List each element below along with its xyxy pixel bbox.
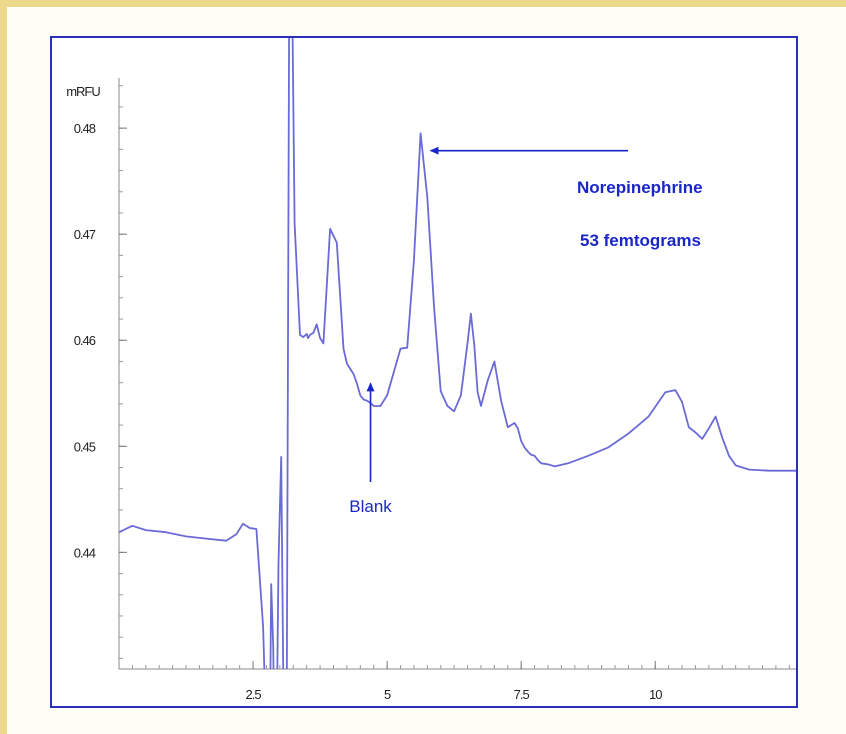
- norepinephrine-label: Norepinephrine: [577, 178, 703, 197]
- frame-left-border: [0, 0, 7, 734]
- plot-area: [119, 38, 796, 669]
- x-tick-label: 7.5: [514, 687, 530, 702]
- frame-top-border: [0, 0, 846, 7]
- x-tick-label: 5: [384, 687, 391, 702]
- x-tick-label: 2.5: [246, 687, 262, 702]
- y-axis-label: mRFU: [66, 84, 100, 99]
- annotations: Norepinephrine 53 femtograms Blank: [349, 146, 703, 516]
- chromatogram-chart: 0.44 0.45 0.46 0.47 0.48 mRFU 2.5 5 7.5 10 Norepi…: [66, 38, 796, 702]
- y-tick-label: 0.45: [74, 439, 96, 454]
- y-tick-label: 0.46: [74, 333, 96, 348]
- amount-label: 53 femtograms: [580, 231, 701, 250]
- chromatogram-trace: [119, 38, 796, 669]
- y-tick-label: 0.48: [74, 121, 96, 136]
- y-tick-label: 0.44: [74, 545, 96, 560]
- y-tick-label: 0.47: [74, 227, 96, 242]
- x-tick-label: 10: [649, 687, 662, 702]
- chart-panel: 0.44 0.45 0.46 0.47 0.48 mRFU 2.5 5 7.5 10 Norepi…: [50, 36, 798, 708]
- axes: 0.44 0.45 0.46 0.47 0.48 mRFU 2.5 5 7.5 10: [66, 78, 796, 702]
- blank-label: Blank: [349, 497, 392, 516]
